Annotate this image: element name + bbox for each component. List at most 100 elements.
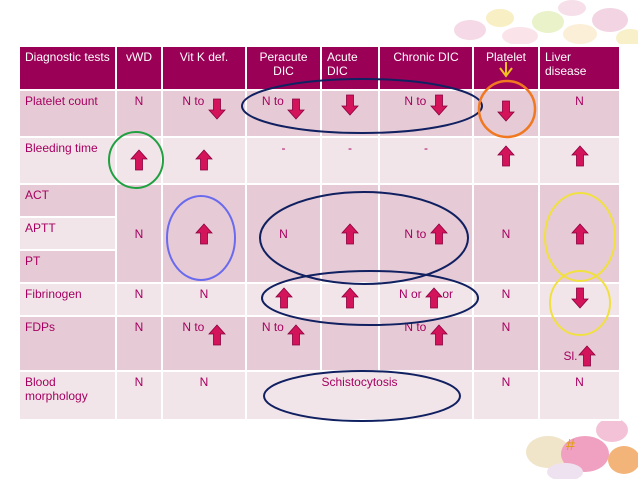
- cell-text: N to: [404, 94, 427, 108]
- cell-text: N to: [404, 320, 427, 334]
- cell-text: Sl.: [563, 349, 578, 363]
- cell-morphology-dic: Schistocytosis: [245, 370, 474, 421]
- up-arrow-icon: [341, 287, 359, 309]
- cell-platelet-vitk: N to: [161, 89, 247, 138]
- cell-text: N to: [261, 320, 284, 334]
- row-label-fibrinogen: Fibrinogen: [18, 282, 117, 317]
- down-arrow-icon: [497, 100, 515, 122]
- row-label-act: ACT: [18, 183, 117, 218]
- cell-morphology-liver: N: [538, 370, 621, 421]
- cell-fibrinogen-vwd: N: [115, 282, 163, 317]
- header-peracute-dic: Peracute DIC: [245, 45, 322, 91]
- cell-bleeding-liver: [538, 136, 621, 185]
- up-arrow-icon: [207, 324, 226, 346]
- header-liver-disease: Liver disease: [538, 45, 621, 91]
- down-arrow-icon: [429, 94, 448, 116]
- table-row: PT: [18, 249, 620, 284]
- cell-text: or: [442, 287, 454, 301]
- cell-platelet-platelet: [472, 89, 540, 138]
- cell-bleeding-chronic: -: [378, 136, 474, 185]
- down-arrow-icon: [287, 98, 306, 120]
- up-arrow-icon: [570, 222, 589, 245]
- cell-coag-acute: [320, 183, 380, 284]
- header-chronic-dic: Chronic DIC: [378, 45, 474, 91]
- up-arrow-icon: [195, 222, 213, 245]
- cell-text: N to: [404, 226, 427, 241]
- up-arrow-icon: [497, 145, 515, 167]
- header-diagnostic-tests: Diagnostic tests: [18, 45, 117, 91]
- cell-bleeding-peracute: -: [245, 136, 322, 185]
- cell-fdps-acute: [320, 315, 380, 372]
- cell-fibrinogen-peracute: [245, 282, 322, 317]
- cell-bleeding-vwd: [115, 136, 163, 185]
- table-row: Blood morphology N N Schistocytosis N N: [18, 370, 621, 421]
- up-arrow-icon: [425, 287, 443, 309]
- up-arrow-icon: [429, 222, 448, 245]
- slide-number: #: [566, 437, 575, 454]
- cell-coag-platelet: N: [472, 183, 540, 284]
- down-arrow-icon: [207, 98, 226, 120]
- cell-coag-liver: [538, 183, 621, 284]
- up-arrow-icon: [341, 222, 359, 245]
- decorative-candy-bottom: [526, 418, 638, 479]
- cell-fdps-vitk: N to: [161, 315, 247, 372]
- up-arrow-icon: [195, 149, 213, 171]
- up-arrow-icon: [577, 345, 596, 367]
- cell-coag-peracute: N: [245, 183, 322, 284]
- diagnostic-table: Diagnostic tests vWD Vit K def. Peracute…: [18, 45, 621, 421]
- header-vwd: vWD: [115, 45, 163, 91]
- cell-fibrinogen-liver: [538, 282, 621, 317]
- up-arrow-icon: [570, 145, 589, 167]
- cell-coag-chronic: N to: [378, 183, 474, 284]
- table-header-row: Diagnostic tests vWD Vit K def. Peracute…: [18, 45, 621, 91]
- up-arrow-icon: [429, 324, 448, 346]
- cell-fdps-vwd: N: [115, 315, 163, 372]
- down-arrow-icon: [341, 94, 359, 116]
- row-label-fdps: FDPs: [18, 315, 117, 372]
- cell-platelet-vwd: N: [115, 89, 163, 138]
- cell-platelet-acute: [320, 89, 380, 138]
- cell-bleeding-platelet: [472, 136, 540, 185]
- cell-morphology-platelet: N: [472, 370, 540, 421]
- cell-text: N to: [261, 94, 284, 108]
- up-arrow-icon: [287, 324, 306, 346]
- row-label-pt: PT: [18, 249, 117, 284]
- cell-fdps-platelet: N: [472, 315, 540, 372]
- row-label-blood-morphology: Blood morphology: [18, 370, 117, 421]
- cell-morphology-vitk: N: [161, 370, 247, 421]
- cell-fibrinogen-acute: [320, 282, 380, 317]
- cell-text: N to: [182, 320, 205, 334]
- header-vitk: Vit K def.: [161, 45, 247, 91]
- cell-fibrinogen-platelet: N: [472, 282, 540, 317]
- cell-text: N to: [182, 94, 205, 108]
- cell-morphology-vwd: N: [115, 370, 163, 421]
- cell-platelet-liver: N: [538, 89, 621, 138]
- up-arrow-icon: [130, 149, 148, 171]
- cell-fibrinogen-vitk: N: [161, 282, 247, 317]
- cell-fibrinogen-chronic: N or or: [378, 282, 474, 317]
- cell-coag-vwd: N: [115, 183, 163, 284]
- table-row: Bleeding time - - -: [18, 136, 621, 185]
- cell-platelet-chronic: N to: [378, 89, 474, 138]
- table-row: ACT N N N to N: [18, 183, 621, 284]
- cell-fdps-liver: Sl.: [538, 315, 621, 372]
- cell-text: N or: [398, 287, 422, 301]
- table-row: APTT: [18, 216, 620, 251]
- row-label-aptt: APTT: [18, 216, 117, 251]
- cell-bleeding-acute: -: [320, 136, 380, 185]
- header-acute-dic: Acute DIC: [320, 45, 380, 91]
- up-arrow-icon: [274, 287, 293, 309]
- cell-fdps-chronic: N to: [378, 315, 474, 372]
- down-arrow-icon: [570, 287, 589, 309]
- cell-bleeding-vitk: [161, 136, 247, 185]
- table-row: Platelet count N N to N to N to N: [18, 89, 621, 138]
- table-row: FDPs N N to N to N to N Sl.: [18, 315, 621, 372]
- row-label-platelet-count: Platelet count: [18, 89, 117, 138]
- table-row: Fibrinogen N N N or or N: [18, 282, 621, 317]
- cell-fdps-peracute: N to: [245, 315, 322, 372]
- header-platelet: Platelet: [472, 45, 540, 91]
- decorative-candy-top: [454, 0, 638, 44]
- row-label-bleeding-time: Bleeding time: [18, 136, 117, 185]
- cell-coag-vitk: [161, 183, 247, 284]
- cell-platelet-peracute: N to: [245, 89, 322, 138]
